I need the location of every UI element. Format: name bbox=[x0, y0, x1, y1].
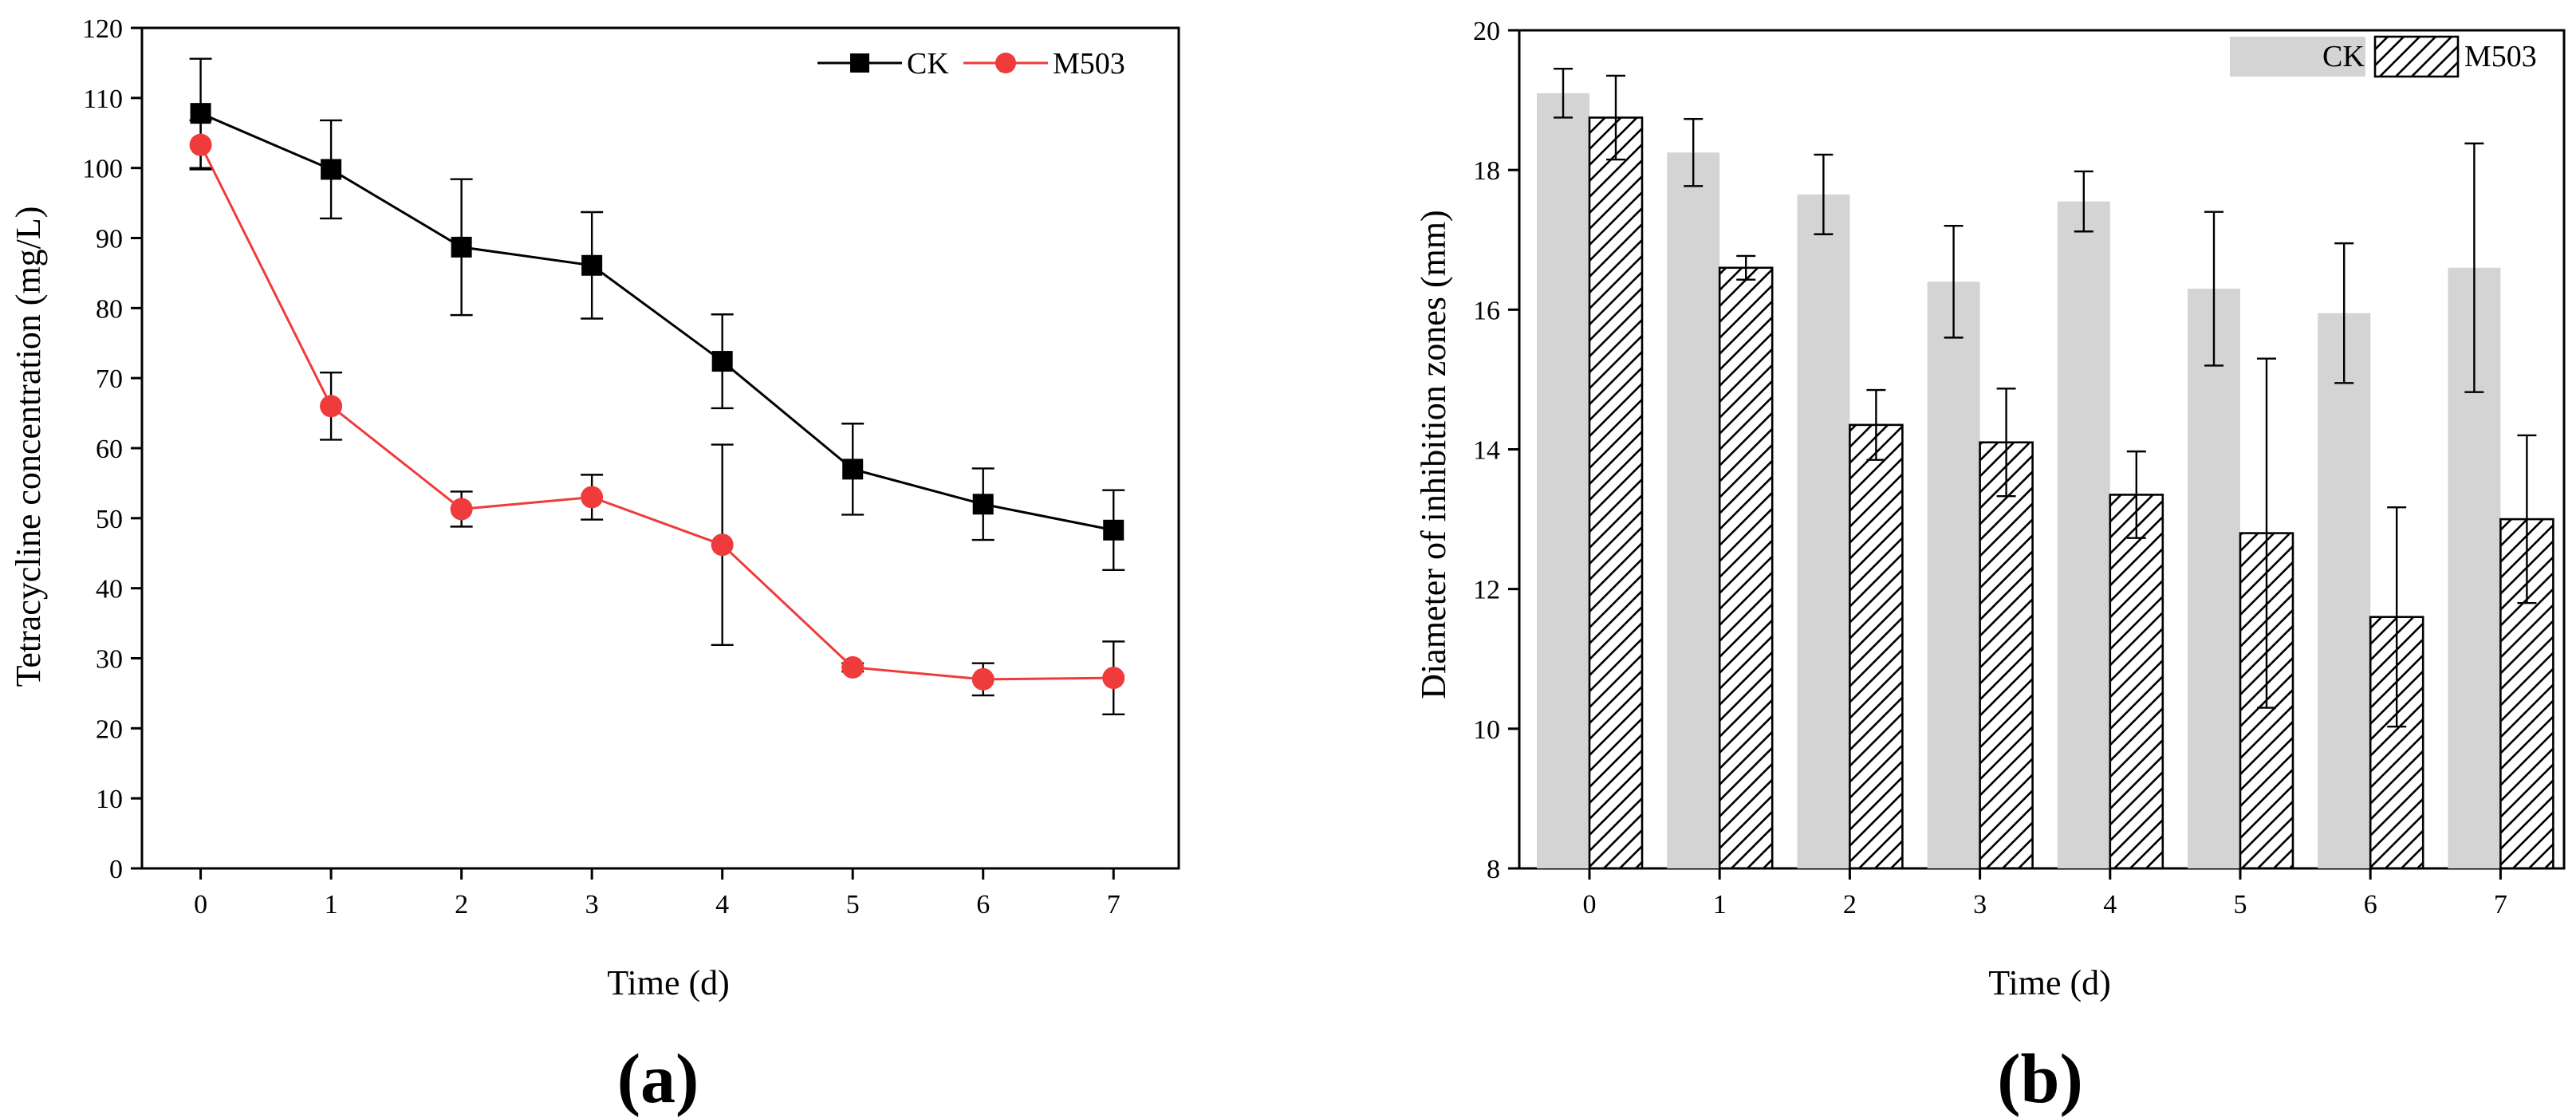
y-tick-label: 10 bbox=[1473, 715, 1500, 745]
data-point-circle bbox=[1102, 667, 1125, 690]
series-m503 bbox=[1588, 74, 2554, 870]
chart-b-x-axis-label: Time (d) bbox=[1988, 963, 2111, 1002]
y-tick-label: 90 bbox=[96, 225, 123, 254]
x-tick-label: 3 bbox=[585, 890, 599, 919]
chart-a-panel-label: (a) bbox=[617, 1041, 699, 1118]
x-tick-label: 5 bbox=[846, 890, 860, 919]
chart-a-x-axis-label: Time (d) bbox=[607, 963, 730, 1002]
y-tick-label: 120 bbox=[82, 14, 123, 44]
y-tick-label: 18 bbox=[1473, 156, 1500, 186]
legend-swatch-m503 bbox=[2373, 35, 2460, 78]
bar-ck bbox=[2318, 313, 2371, 868]
legend-label-m503: M503 bbox=[1053, 47, 1125, 81]
x-tick-label: 1 bbox=[325, 890, 338, 919]
data-point-circle bbox=[711, 533, 734, 557]
x-tick-label: 2 bbox=[1843, 890, 1857, 919]
y-tick-label: 60 bbox=[96, 435, 123, 464]
series-line-m503 bbox=[199, 144, 1114, 681]
y-tick-label: 70 bbox=[96, 364, 123, 394]
data-point-circle bbox=[450, 498, 473, 521]
chart-b-x-ticks: 0 1 2 3 4 5 6 7 bbox=[1583, 868, 2507, 919]
chart-a-y-ticks: 0 10 20 30 40 50 60 70 80 90 100 110 120 bbox=[82, 14, 142, 884]
y-tick-label: 20 bbox=[1473, 17, 1500, 46]
legend-marker-square bbox=[850, 53, 869, 73]
chart-a-x-ticks: 0 1 2 3 4 5 6 7 bbox=[194, 868, 1121, 919]
data-point-circle bbox=[971, 667, 995, 691]
data-point-square bbox=[321, 159, 342, 180]
y-tick-label: 80 bbox=[96, 294, 123, 324]
x-tick-label: 5 bbox=[2234, 890, 2247, 919]
x-tick-label: 6 bbox=[2364, 890, 2377, 919]
x-tick-label: 2 bbox=[455, 890, 468, 919]
data-point-circle bbox=[581, 486, 604, 509]
y-tick-label: 100 bbox=[82, 155, 123, 184]
chart-b-y-axis-label: Diameter of inhibition zones (mm) bbox=[1414, 210, 1453, 699]
legend-swatch-ck bbox=[2230, 37, 2365, 77]
chart-a-tetracycline-concentration: 0 10 20 30 40 50 60 70 80 90 100 110 120 0 1 2 3 4 5 6 7 CK… bbox=[9, 14, 1180, 1118]
chart-b-legend: CK M503 bbox=[2230, 35, 2537, 78]
chart-a-legend: CK M503 bbox=[817, 47, 1125, 81]
chart-a-series bbox=[189, 57, 1125, 715]
y-tick-label: 110 bbox=[83, 85, 123, 114]
data-point-square bbox=[972, 494, 994, 515]
x-tick-label: 6 bbox=[976, 890, 990, 919]
data-point-circle bbox=[189, 133, 212, 156]
bar-ck bbox=[1537, 93, 1589, 868]
legend-label-ck: CK bbox=[907, 47, 949, 81]
y-tick-label: 14 bbox=[1473, 436, 1500, 466]
series-ck bbox=[1537, 67, 2501, 869]
y-tick-label: 20 bbox=[96, 714, 123, 744]
chart-b-panel-label: (b) bbox=[1997, 1041, 2083, 1118]
data-point-square bbox=[711, 351, 733, 372]
y-tick-label: 16 bbox=[1473, 296, 1500, 325]
chart-a-y-axis-label: Tetracycline concentration (mg/L) bbox=[9, 207, 48, 687]
bar-ck bbox=[1797, 194, 1850, 869]
legend-label-ck: CK bbox=[2322, 40, 2365, 73]
x-tick-label: 4 bbox=[2103, 890, 2117, 919]
x-tick-label: 0 bbox=[1583, 890, 1597, 919]
bar-ck bbox=[1927, 281, 1980, 868]
x-tick-label: 3 bbox=[1973, 890, 1987, 919]
bar-m503 bbox=[1979, 441, 2034, 870]
x-tick-label: 7 bbox=[2494, 890, 2507, 919]
x-tick-label: 0 bbox=[194, 890, 207, 919]
x-tick-label: 1 bbox=[1713, 890, 1727, 919]
legend-label-m503: M503 bbox=[2464, 40, 2537, 73]
chart-b-y-ticks: 8 10 12 14 16 18 20 bbox=[1473, 17, 1519, 884]
bar-m503 bbox=[1849, 423, 1904, 870]
bar-m503 bbox=[1588, 116, 1644, 870]
y-tick-label: 50 bbox=[96, 505, 123, 534]
x-tick-label: 7 bbox=[1107, 890, 1121, 919]
bar-ck bbox=[2057, 201, 2110, 868]
series-m503 bbox=[189, 119, 1125, 715]
data-point-square bbox=[842, 459, 864, 480]
y-tick-label: 12 bbox=[1473, 576, 1500, 605]
series-line-ck bbox=[199, 112, 1114, 532]
data-point-square bbox=[581, 254, 603, 276]
bar-m503 bbox=[1718, 266, 1774, 870]
y-tick-label: 30 bbox=[96, 645, 123, 675]
bar-ck bbox=[2188, 289, 2240, 868]
legend-marker-circle bbox=[995, 53, 1016, 73]
data-point-square bbox=[451, 236, 472, 258]
y-tick-label: 0 bbox=[109, 855, 123, 884]
data-point-circle bbox=[320, 395, 343, 418]
bar-m503 bbox=[2109, 494, 2164, 870]
series-ck bbox=[189, 57, 1125, 572]
y-tick-label: 40 bbox=[96, 575, 123, 604]
y-tick-label: 10 bbox=[96, 785, 123, 814]
data-point-circle bbox=[841, 655, 865, 679]
chart-b-series bbox=[1537, 67, 2554, 870]
data-point-square bbox=[1103, 519, 1125, 541]
y-tick-label: 8 bbox=[1487, 855, 1500, 884]
bar-ck bbox=[1667, 152, 1720, 869]
x-tick-label: 4 bbox=[715, 890, 729, 919]
